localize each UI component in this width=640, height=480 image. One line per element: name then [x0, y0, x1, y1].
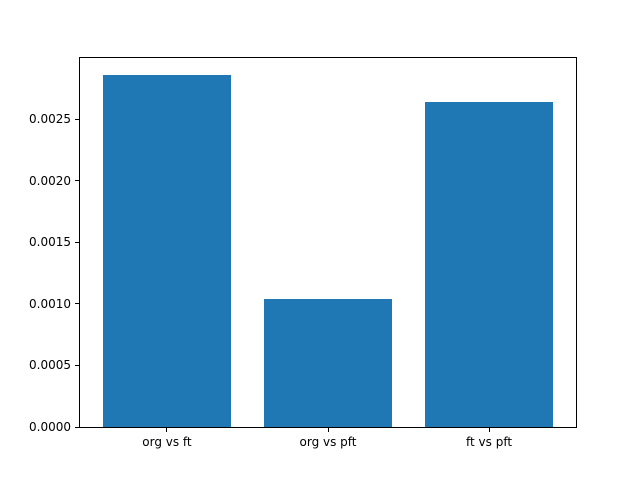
y-tick-mark — [75, 180, 79, 182]
y-tick-label: 0.0005 — [29, 358, 71, 373]
bar-org-vs-pft — [263, 298, 393, 427]
y-tick-label: 0.0025 — [29, 112, 71, 127]
y-tick-label: 0.0020 — [29, 173, 71, 188]
bar-ft-vs-pft — [424, 101, 554, 427]
x-tick-mark — [327, 428, 329, 432]
y-tick-label: 0.0000 — [29, 420, 71, 434]
y-tick-mark — [75, 241, 79, 243]
y-tick-label: 0.0010 — [29, 296, 71, 311]
y-tick-mark — [75, 118, 79, 120]
y-tick-mark — [75, 426, 79, 428]
x-tick-mark — [166, 428, 168, 432]
bar-org-vs-ft — [102, 74, 232, 427]
x-tick-label-org-vs-pft: org vs pft — [299, 435, 357, 449]
y-tick-mark — [75, 364, 79, 366]
x-tick-mark — [488, 428, 490, 432]
x-tick-label-org-vs-ft: org vs ft — [142, 435, 192, 449]
y-tick-mark — [75, 303, 79, 305]
x-tick-label-ft-vs-pft: ft vs pft — [466, 435, 513, 449]
y-tick-label: 0.0015 — [29, 235, 71, 250]
